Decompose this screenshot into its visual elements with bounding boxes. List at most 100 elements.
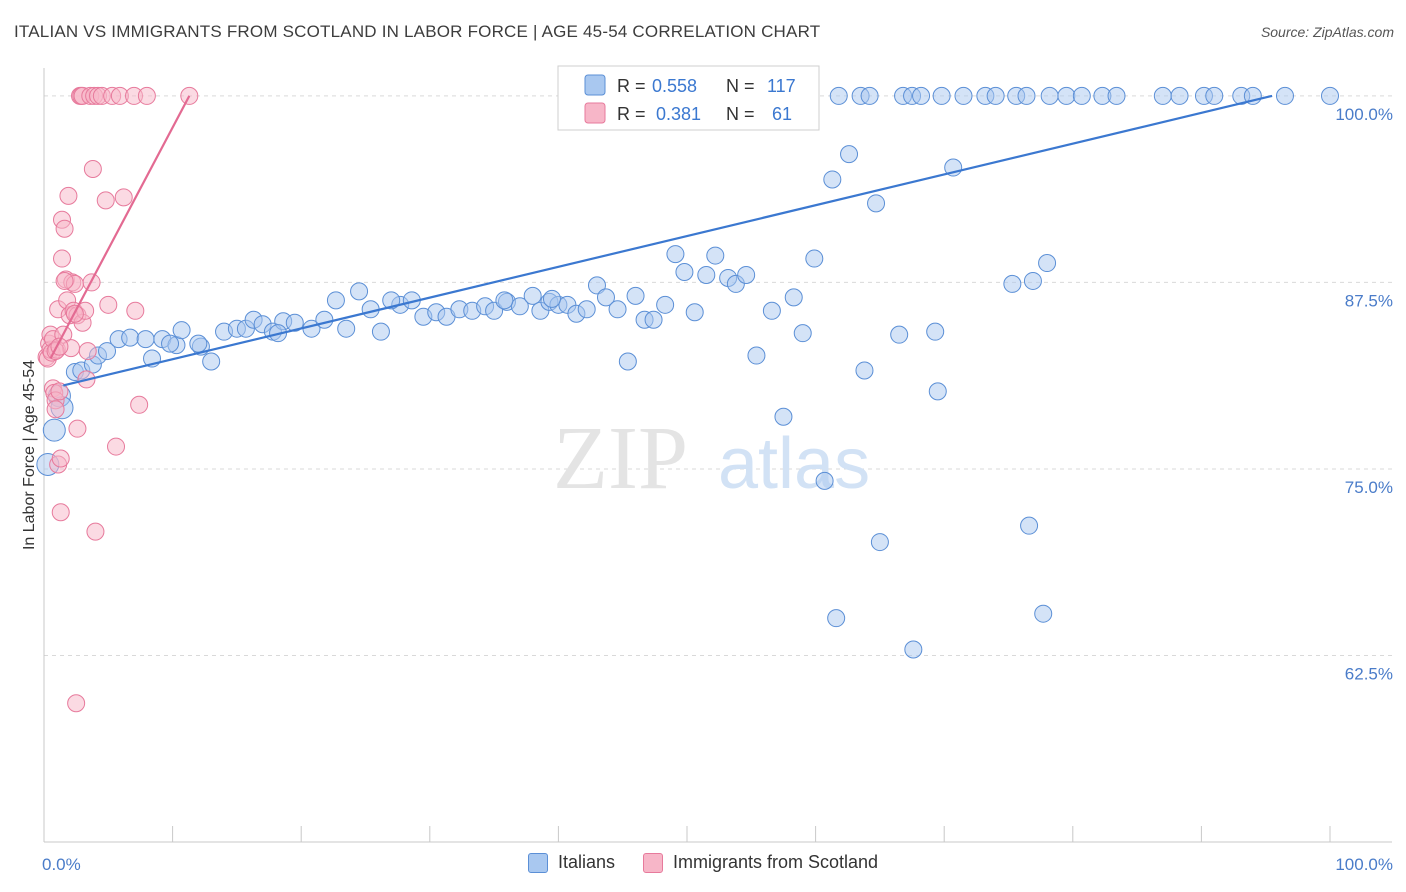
- point-italians-57: [644, 310, 663, 329]
- trend-lines: [49, 94, 1273, 387]
- series-italians: [36, 86, 1339, 659]
- watermark-zip: ZIP: [553, 409, 688, 508]
- point-scotland-16: [51, 503, 70, 522]
- point-scotland-38: [78, 342, 97, 361]
- point-scotland-17: [53, 249, 72, 268]
- n-value-italians: 117: [767, 76, 796, 96]
- point-italians-96: [912, 86, 931, 105]
- point-scotland-55: [137, 86, 156, 105]
- point-italians-104: [1057, 86, 1076, 105]
- n-label-scotland: N =: [726, 104, 755, 124]
- point-scotland-46: [96, 191, 115, 210]
- point-italians-10: [121, 328, 140, 347]
- point-italians-77: [855, 361, 874, 380]
- point-italians-108: [1153, 86, 1172, 105]
- point-italians-115: [1321, 86, 1339, 105]
- r-value-scotland: 0.381: [656, 104, 701, 124]
- point-scotland-20: [55, 219, 74, 238]
- point-scotland-14: [50, 382, 69, 401]
- point-scotland-51: [114, 188, 133, 207]
- point-italians-54: [618, 352, 637, 371]
- point-italians-43: [510, 297, 529, 316]
- point-italians-74: [823, 170, 842, 189]
- point-italians-107: [1107, 86, 1126, 105]
- point-italians-11: [136, 330, 155, 349]
- point-scotland-53: [126, 301, 145, 320]
- point-italians-119: [189, 334, 208, 353]
- x-tick-label-0: 0.0%: [42, 855, 81, 874]
- point-italians-83: [928, 382, 947, 401]
- y-tick-labels: 100.0% 87.5% 75.0% 62.5%: [1335, 105, 1393, 684]
- point-italians-30: [350, 282, 369, 301]
- point-italians-73: [815, 471, 834, 490]
- point-italians-15: [172, 321, 191, 340]
- point-italians-120: [161, 334, 180, 353]
- point-italians-109: [1170, 86, 1189, 105]
- point-italians-50: [577, 300, 596, 319]
- x-tick-label-1: 100.0%: [1335, 855, 1393, 874]
- stats-legend-swatch-italians: [584, 74, 606, 96]
- point-italians-28: [326, 291, 345, 310]
- point-italians-69: [774, 407, 793, 426]
- r-label-italians: R =: [617, 76, 646, 96]
- point-italians-25: [285, 313, 304, 332]
- point-italians-44: [523, 286, 542, 305]
- point-scotland-54: [130, 395, 149, 414]
- stats-legend-swatch-scotland: [584, 102, 606, 124]
- r-value-italians: 0.558: [652, 76, 697, 96]
- point-italians-105: [1072, 86, 1091, 105]
- point-italians-52: [596, 288, 615, 307]
- y-tick-label-2: 75.0%: [1345, 478, 1393, 497]
- point-italians-102: [1017, 86, 1036, 105]
- y-tick-label-0: 100.0%: [1335, 105, 1393, 124]
- legend-swatch-italians: [527, 852, 548, 873]
- point-italians-91: [829, 86, 848, 105]
- point-scotland-23: [59, 186, 78, 205]
- point-italians-117: [542, 289, 561, 308]
- watermark-atlas: atlas: [718, 424, 870, 504]
- point-italians-76: [840, 145, 859, 164]
- point-italians-82: [926, 322, 945, 341]
- stats-legend: R = 0.558 N = 117 R = 0.381 N = 61: [557, 65, 820, 131]
- point-italians-93: [860, 86, 879, 105]
- chart-title: ITALIAN VS IMMIGRANTS FROM SCOTLAND IN L…: [14, 22, 821, 41]
- legend-item-italians[interactable]: Italians: [527, 852, 615, 873]
- point-italians-72: [805, 249, 824, 268]
- point-italians-88: [1034, 604, 1053, 623]
- point-italians-61: [685, 303, 704, 322]
- point-scotland-41: [83, 160, 102, 179]
- point-italians-79: [870, 533, 889, 552]
- point-italians-60: [675, 262, 694, 281]
- point-italians-68: [762, 301, 781, 320]
- trend-line-scotland: [49, 95, 191, 360]
- n-value-scotland: 61: [772, 104, 792, 124]
- point-scotland-29: [67, 694, 86, 713]
- point-scotland-57: [55, 271, 74, 290]
- point-scotland-10: [46, 400, 65, 419]
- point-italians-29: [337, 319, 356, 338]
- point-italians-63: [706, 246, 725, 265]
- y-tick-label-1: 87.5%: [1345, 291, 1393, 310]
- point-italians-81: [904, 640, 923, 659]
- point-italians-87: [1023, 271, 1042, 290]
- point-italians-58: [656, 295, 675, 314]
- point-italians-86: [1020, 516, 1039, 535]
- point-italians-78: [867, 194, 886, 213]
- point-italians-51: [587, 276, 606, 295]
- y-tick-label-3: 62.5%: [1345, 664, 1393, 683]
- trend-line-italians: [63, 94, 1273, 387]
- point-scotland-31: [68, 419, 87, 438]
- point-italians-66: [737, 265, 756, 284]
- bottom-legend: Italians Immigrants from Scotland: [0, 852, 1406, 873]
- point-italians-114: [1275, 86, 1294, 105]
- point-scotland-47: [99, 295, 118, 314]
- series-immigrants-from-scotland: [37, 86, 199, 713]
- point-italians-100: [986, 86, 1005, 105]
- point-italians-80: [890, 325, 909, 344]
- point-italians-75: [827, 609, 846, 628]
- point-italians-32: [371, 322, 390, 341]
- point-italians-89: [1038, 254, 1057, 273]
- point-italians-71: [793, 324, 812, 343]
- legend-item-scotland[interactable]: Immigrants from Scotland: [642, 852, 878, 873]
